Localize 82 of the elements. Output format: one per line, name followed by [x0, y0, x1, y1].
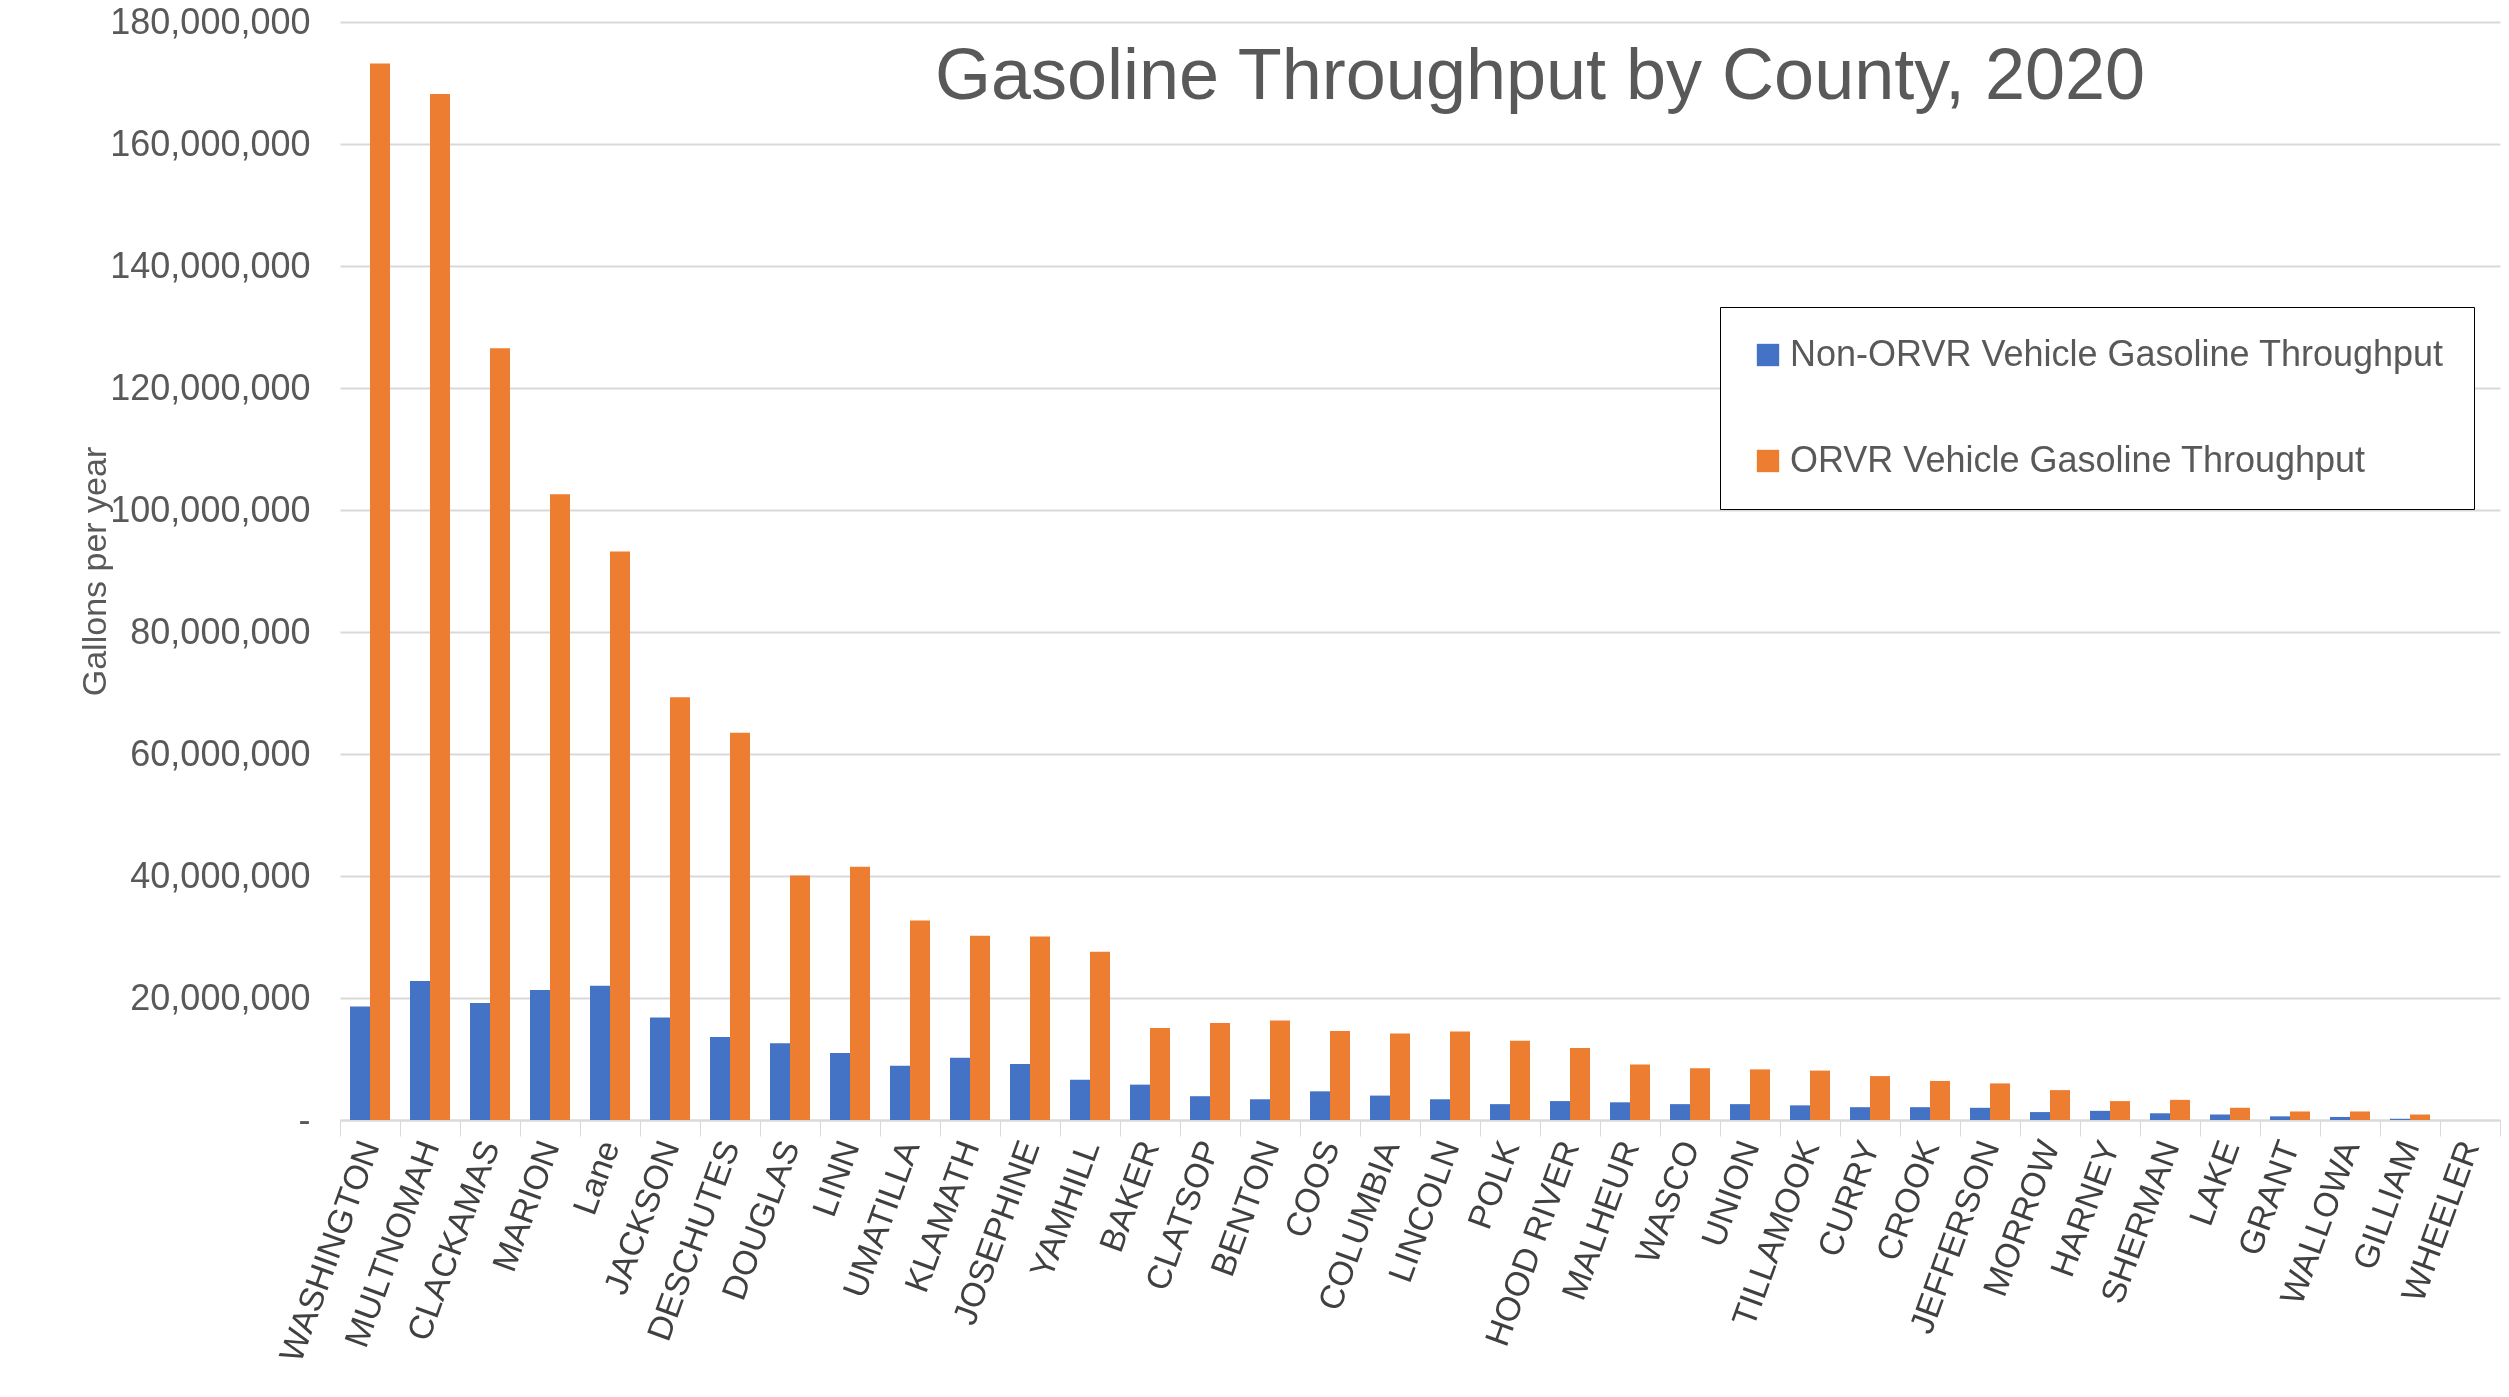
bar — [1210, 1023, 1230, 1120]
bar — [1490, 1104, 1510, 1120]
bar — [2290, 1111, 2310, 1120]
legend-label: ORVR Vehicle Gasoline Throughput — [1790, 439, 2366, 480]
legend-label: Non-ORVR Vehicle Gasoline Throughput — [1790, 333, 2444, 374]
y-tick-label: 180,000,000 — [110, 0, 311, 42]
x-tick-label: LAKE — [2181, 1135, 2247, 1231]
bar — [2330, 1116, 2350, 1120]
bar — [1630, 1064, 1650, 1120]
bar — [890, 1065, 910, 1120]
bar — [1390, 1033, 1410, 1120]
bar — [1270, 1020, 1290, 1120]
bar — [590, 985, 610, 1120]
bar — [950, 1057, 970, 1120]
bar — [1370, 1095, 1390, 1120]
bar — [1810, 1070, 1830, 1120]
bar — [2110, 1101, 2130, 1120]
bar — [1090, 951, 1110, 1120]
y-tick-label: 140,000,000 — [110, 244, 311, 286]
bar — [670, 697, 690, 1120]
bar — [430, 93, 450, 1120]
y-tick-label: - — [298, 1098, 311, 1140]
bar — [2170, 1099, 2190, 1120]
bar — [1610, 1102, 1630, 1120]
bar — [1550, 1101, 1570, 1120]
bar — [910, 920, 930, 1120]
y-tick-label: 160,000,000 — [110, 122, 311, 164]
bar — [1070, 1079, 1090, 1120]
bar — [970, 935, 990, 1120]
bar — [1330, 1030, 1350, 1120]
bar — [490, 348, 510, 1120]
bar — [1730, 1104, 1750, 1120]
bar — [1150, 1027, 1170, 1120]
bar — [1450, 1031, 1470, 1120]
bar — [1250, 1099, 1270, 1120]
bar — [710, 1037, 730, 1120]
y-tick-label: 20,000,000 — [130, 976, 311, 1018]
bar — [1570, 1048, 1590, 1120]
bar — [410, 980, 430, 1120]
bar — [1750, 1069, 1770, 1120]
y-tick-label: 120,000,000 — [110, 366, 311, 408]
bar — [1870, 1076, 1890, 1120]
bar — [1990, 1083, 2010, 1120]
y-tick-label: 40,000,000 — [130, 854, 311, 896]
bar — [790, 875, 810, 1120]
bar — [2410, 1114, 2430, 1120]
bar — [550, 494, 570, 1120]
bar — [2210, 1114, 2230, 1120]
bar — [850, 866, 870, 1120]
bar — [1910, 1107, 1930, 1120]
bar — [770, 1043, 790, 1120]
bar — [1310, 1091, 1330, 1120]
bar — [1850, 1107, 1870, 1120]
bar — [1930, 1080, 1950, 1120]
bar — [1790, 1105, 1810, 1120]
bar — [1190, 1096, 1210, 1120]
bar — [1690, 1068, 1710, 1120]
bar — [730, 732, 750, 1120]
bar — [1010, 1063, 1030, 1120]
bar — [2090, 1110, 2110, 1120]
bar — [1430, 1099, 1450, 1120]
bar — [2350, 1111, 2370, 1120]
bar — [650, 1017, 670, 1120]
y-tick-label: 60,000,000 — [130, 732, 311, 774]
bar — [2150, 1113, 2170, 1120]
bar — [2050, 1090, 2070, 1120]
bar — [1670, 1104, 1690, 1120]
bar — [1970, 1107, 1990, 1120]
bar — [2230, 1107, 2250, 1120]
bar — [1030, 936, 1050, 1120]
bar — [1510, 1040, 1530, 1120]
y-tick-label: 80,000,000 — [130, 610, 311, 652]
bar — [530, 990, 550, 1120]
bar — [470, 1002, 490, 1120]
chart-title: Gasoline Throughput by County, 2020 — [934, 34, 2146, 114]
bar — [370, 63, 390, 1120]
bar — [1130, 1084, 1150, 1120]
bar — [830, 1052, 850, 1120]
bar — [350, 1006, 370, 1120]
bar — [2270, 1116, 2290, 1120]
bar — [2030, 1112, 2050, 1120]
bar — [610, 551, 630, 1120]
